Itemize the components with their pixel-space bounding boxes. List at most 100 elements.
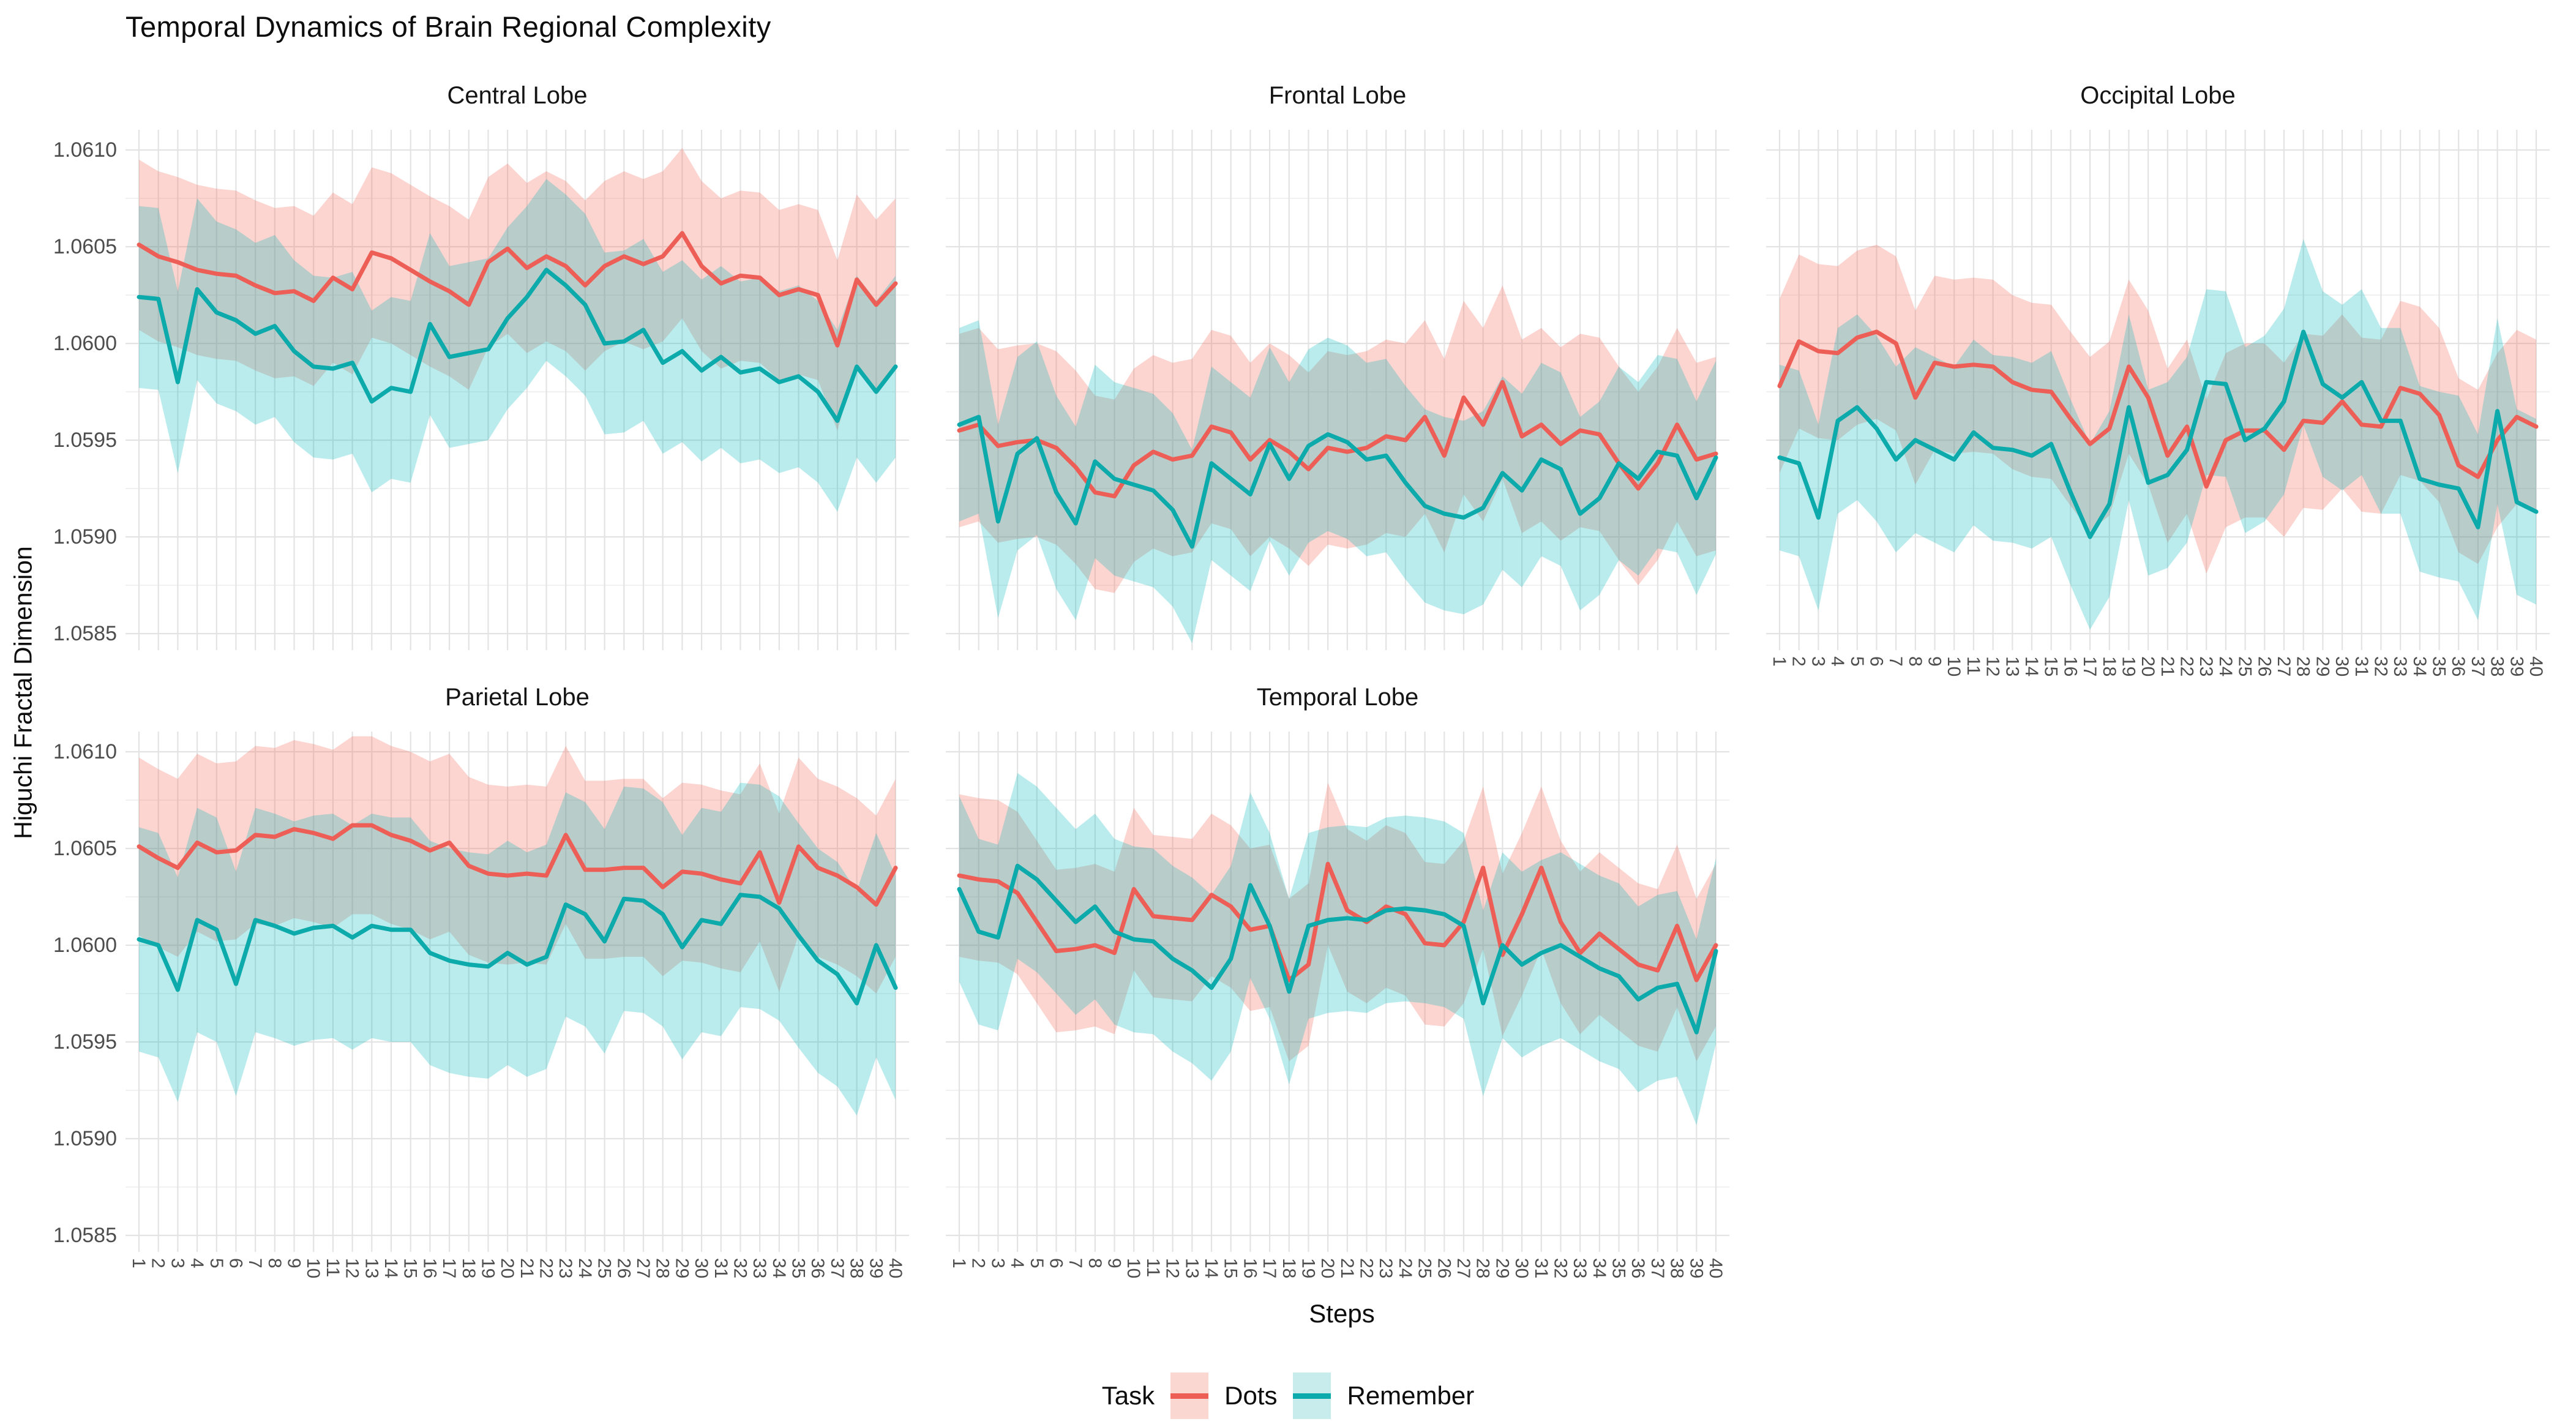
plot-panel-temporal-lobe bbox=[946, 732, 1729, 1252]
y-tick-label: 1.0585 bbox=[53, 1224, 117, 1247]
x-tick-label: 33 bbox=[1570, 1258, 1590, 1279]
x-tick-label: 32 bbox=[1550, 1258, 1571, 1279]
x-tick-label: 29 bbox=[2312, 656, 2333, 677]
x-tick-label: 39 bbox=[2506, 656, 2527, 677]
x-tick-label: 21 bbox=[516, 1258, 537, 1279]
y-tick-label: 1.0605 bbox=[53, 837, 117, 860]
x-tick-label: 26 bbox=[613, 1258, 634, 1279]
x-tick-label: 2 bbox=[968, 1258, 989, 1268]
x-tick-label: 27 bbox=[2274, 656, 2294, 677]
x-tick-label: 35 bbox=[788, 1258, 809, 1279]
x-tick-label: 24 bbox=[574, 1258, 595, 1279]
x-tick-label: 16 bbox=[1240, 1258, 1260, 1279]
x-tick-label: 17 bbox=[439, 1258, 460, 1279]
x-tick-label: 29 bbox=[672, 1258, 692, 1279]
x-tick-label: 38 bbox=[846, 1258, 867, 1279]
x-tick-label: 2 bbox=[1788, 656, 1809, 667]
remember-ribbon bbox=[959, 773, 1716, 1125]
x-tick-label: 20 bbox=[497, 1258, 518, 1279]
x-tick-label: 36 bbox=[807, 1258, 828, 1279]
x-tick-label: 32 bbox=[730, 1258, 751, 1279]
legend-title: Task bbox=[1101, 1381, 1155, 1410]
x-tick-label: 8 bbox=[1084, 1258, 1105, 1268]
x-tick-label: 8 bbox=[1904, 656, 1925, 667]
x-tick-label: 16 bbox=[419, 1258, 440, 1279]
remember-ribbon bbox=[959, 320, 1716, 643]
x-tick-label: 32 bbox=[2370, 656, 2391, 677]
x-tick-label: 27 bbox=[633, 1258, 653, 1279]
remember-line bbox=[137, 893, 898, 1006]
x-tick-label: 10 bbox=[1123, 1258, 1144, 1279]
x-tick-label: 2 bbox=[148, 1258, 168, 1268]
x-tick-label: 31 bbox=[1530, 1258, 1551, 1279]
x-tick-label: 1 bbox=[1769, 656, 1789, 667]
x-tick-label: 39 bbox=[1686, 1258, 1707, 1279]
x-tick-label: 11 bbox=[322, 1258, 343, 1278]
x-tick-label: 19 bbox=[2118, 656, 2139, 677]
x-tick-label: 34 bbox=[1589, 1258, 1609, 1279]
y-tick-label: 1.0590 bbox=[53, 1127, 117, 1150]
x-tick-label: 1 bbox=[949, 1258, 969, 1268]
x-tick-label: 9 bbox=[283, 1258, 304, 1268]
x-tick-label: 10 bbox=[303, 1258, 324, 1279]
plot-panel-central-lobe bbox=[125, 130, 909, 650]
x-tick-label: 27 bbox=[1453, 1258, 1473, 1279]
x-tick-label: 4 bbox=[187, 1258, 208, 1268]
x-tick-label: 15 bbox=[400, 1258, 421, 1279]
y-tick-label: 1.0600 bbox=[53, 934, 117, 957]
remember-line bbox=[1777, 329, 2539, 539]
legend-key-remember-icon bbox=[1293, 1373, 1331, 1419]
x-tick-label: 7 bbox=[1885, 656, 1906, 667]
x-tick-label: 14 bbox=[2021, 656, 2042, 677]
x-tick-label: 39 bbox=[866, 1258, 886, 1279]
x-tick-label: 38 bbox=[2487, 656, 2507, 677]
y-tick-label: 1.0590 bbox=[53, 525, 117, 549]
legend-label-remember: Remember bbox=[1347, 1381, 1475, 1410]
y-tick-label: 1.0605 bbox=[53, 235, 117, 258]
x-tick-label: 12 bbox=[1982, 656, 2003, 677]
x-axis-title: Steps bbox=[1309, 1299, 1375, 1328]
x-tick-label: 16 bbox=[2060, 656, 2081, 677]
x-tick-label: 36 bbox=[2448, 656, 2469, 677]
remember-ribbon bbox=[139, 179, 896, 512]
x-tick-label: 23 bbox=[555, 1258, 576, 1279]
x-tick-label: 25 bbox=[2234, 656, 2255, 677]
dots-ribbon bbox=[959, 782, 1716, 1062]
chart-title: Temporal Dynamics of Brain Regional Comp… bbox=[125, 10, 771, 43]
x-tick-label: 3 bbox=[167, 1258, 188, 1268]
x-tick-label: 28 bbox=[1472, 1258, 1493, 1279]
y-tick-label: 1.0595 bbox=[53, 1030, 117, 1054]
x-tick-label: 38 bbox=[1666, 1258, 1687, 1279]
dots-ribbon bbox=[139, 148, 896, 431]
dots-ribbon bbox=[1780, 244, 2536, 574]
remember-ribbon bbox=[139, 782, 896, 1116]
x-tick-label: 19 bbox=[1298, 1258, 1319, 1279]
x-tick-label: 6 bbox=[1046, 1258, 1066, 1268]
x-tick-label: 20 bbox=[1317, 1258, 1338, 1279]
legend-key-dots-icon bbox=[1170, 1373, 1209, 1419]
x-tick-label: 37 bbox=[826, 1258, 847, 1279]
facet-title-parietal-lobe: Parietal Lobe bbox=[445, 684, 590, 711]
x-tick-label: 4 bbox=[1007, 1258, 1028, 1268]
x-tick-label: 31 bbox=[710, 1258, 731, 1279]
x-tick-label: 13 bbox=[1181, 1258, 1202, 1279]
dots-line bbox=[957, 380, 1718, 499]
x-tick-label: 11 bbox=[1142, 1258, 1163, 1278]
x-tick-label: 34 bbox=[2409, 656, 2430, 677]
x-tick-label: 6 bbox=[1866, 656, 1887, 667]
x-tick-label: 12 bbox=[342, 1258, 362, 1279]
x-tick-label: 24 bbox=[1395, 1258, 1415, 1279]
x-tick-label: 19 bbox=[477, 1258, 498, 1279]
x-tick-label: 25 bbox=[594, 1258, 615, 1279]
x-tick-label: 1 bbox=[129, 1258, 149, 1268]
x-tick-label: 30 bbox=[1511, 1258, 1532, 1279]
facet-title-frontal-lobe: Frontal Lobe bbox=[1268, 82, 1407, 109]
x-tick-label: 28 bbox=[2293, 656, 2313, 677]
facet-title-central-lobe: Central Lobe bbox=[447, 82, 588, 109]
dots-ribbon bbox=[139, 736, 896, 994]
remember-line-sample-icon bbox=[1293, 1393, 1331, 1399]
x-tick-label: 18 bbox=[458, 1258, 479, 1279]
x-tick-label: 21 bbox=[1336, 1258, 1357, 1279]
dots-line bbox=[957, 861, 1718, 983]
x-tick-label: 3 bbox=[1808, 656, 1829, 667]
